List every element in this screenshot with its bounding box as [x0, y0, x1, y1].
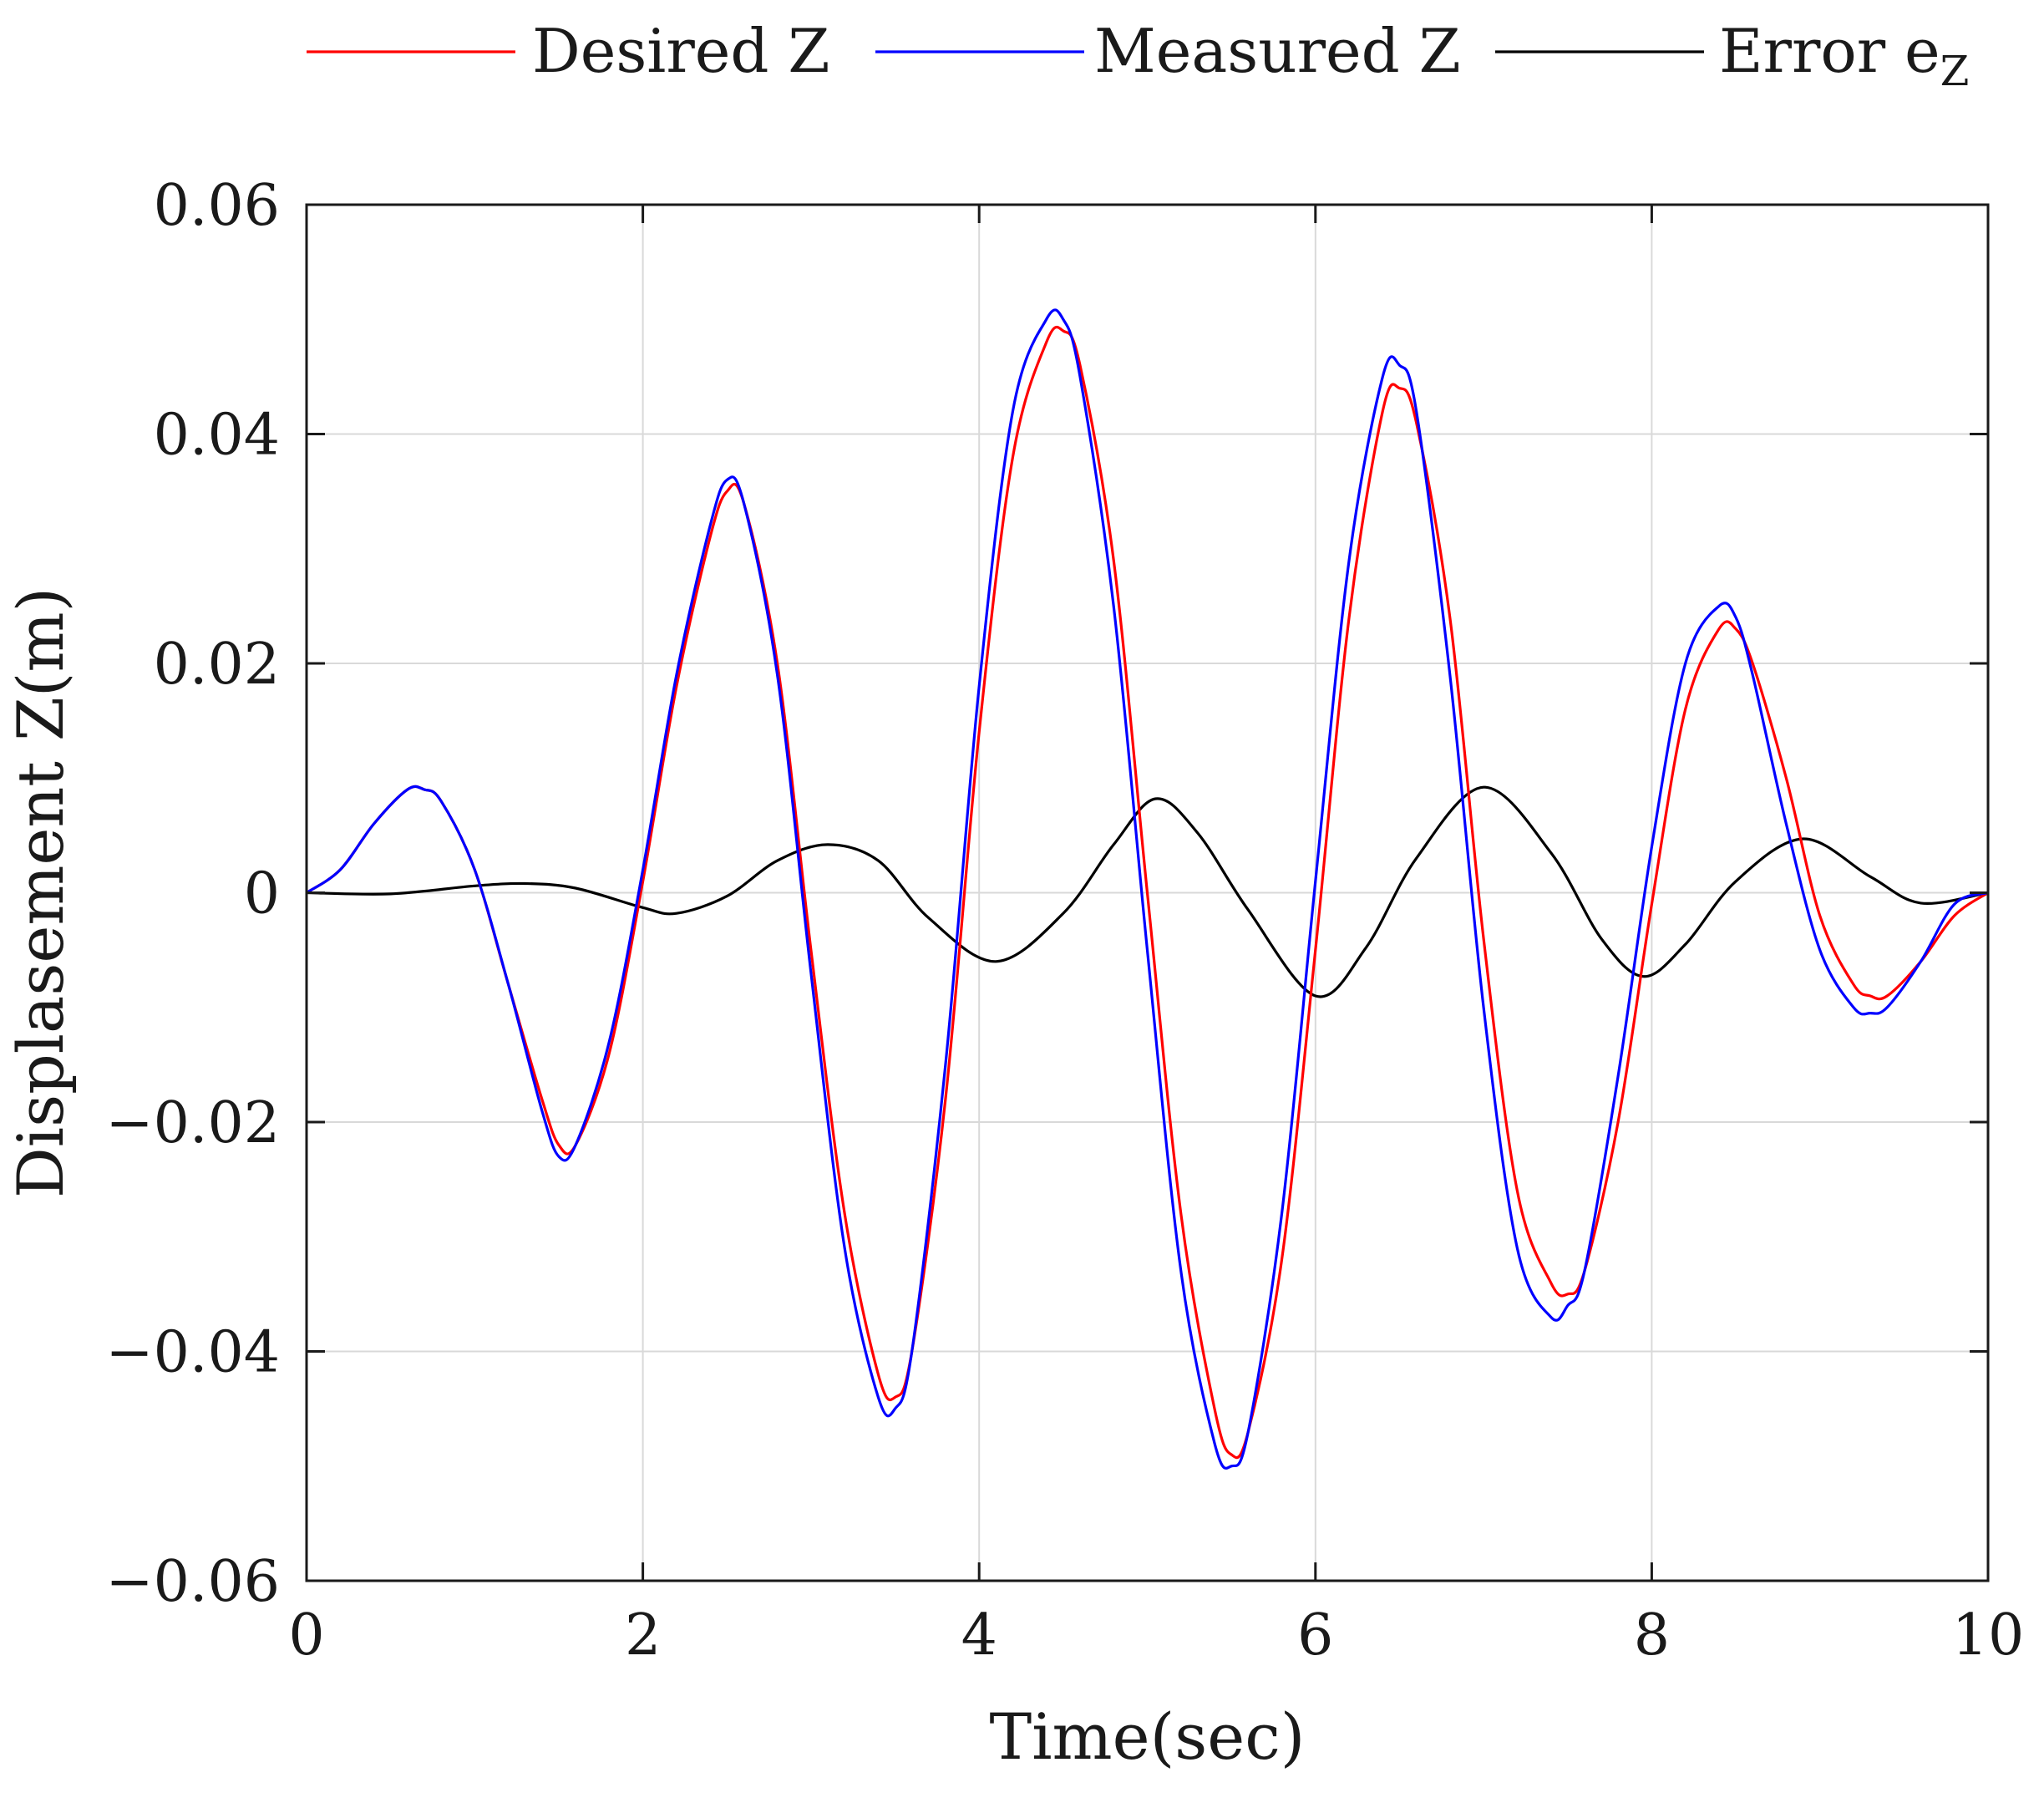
- tick-layer: 0 2 4 6 8 10 −0.06 −0.04 −0.02 0 0.02 0.04 0.06: [106, 173, 2025, 1668]
- y-tick-label: 0: [244, 861, 280, 927]
- x-tick-label: 4: [961, 1602, 997, 1668]
- series-line-0: [306, 326, 1989, 1460]
- x-tick-label: 0: [288, 1602, 324, 1668]
- y-tick-label: −0.06: [106, 1549, 280, 1615]
- x-tick-label: 2: [625, 1602, 661, 1668]
- legend-label-0: Desired Z: [532, 16, 829, 86]
- legend-label-1: Measured Z: [1094, 16, 1461, 86]
- x-tick-label: 6: [1297, 1602, 1333, 1668]
- y-tick-label: 0.06: [154, 173, 280, 239]
- legend-label-subscript: Z: [1940, 47, 1970, 95]
- series-line-2: [306, 785, 1989, 998]
- y-axis-label: Displasement Z(m): [3, 587, 78, 1198]
- y-tick-label: 0.04: [154, 403, 280, 469]
- x-tick-label: 10: [1952, 1602, 2025, 1668]
- series-line-1: [306, 308, 1989, 1470]
- legend-label-2: Error eZ: [1719, 16, 1969, 95]
- y-tick-label: −0.04: [106, 1320, 280, 1386]
- x-axis-label: Time(sec): [990, 1699, 1306, 1774]
- y-tick-label: −0.02: [106, 1090, 280, 1156]
- legend: Desired Z Measured Z Error eZ: [307, 16, 1969, 95]
- series-layer: [306, 308, 1989, 1470]
- x-tick-label: 8: [1634, 1602, 1670, 1668]
- y-tick-label: 0.02: [154, 632, 280, 698]
